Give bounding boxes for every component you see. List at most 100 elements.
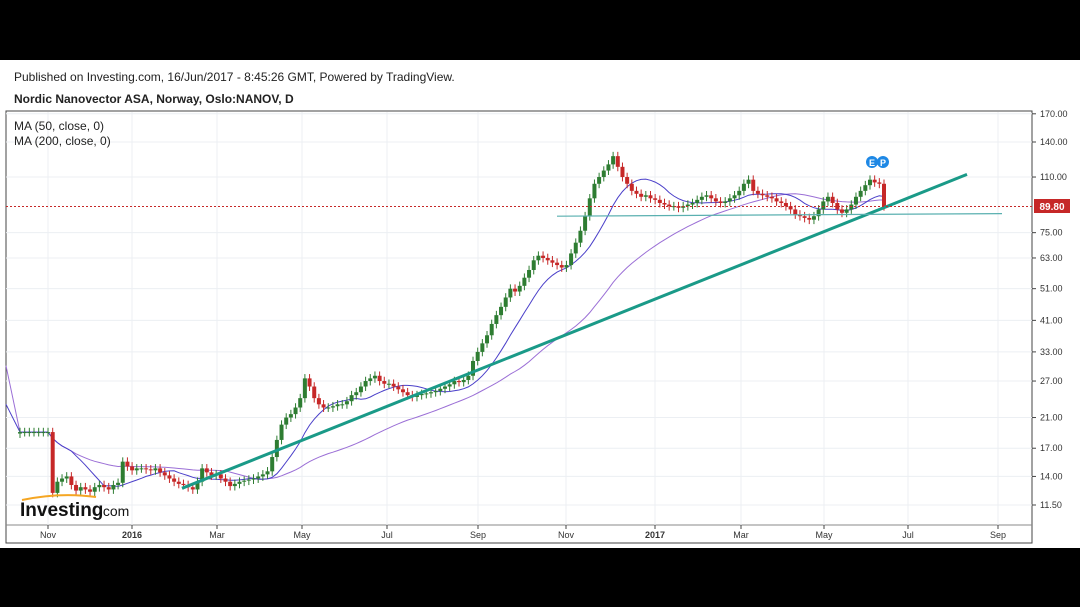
candle-body xyxy=(97,484,102,488)
candle-body xyxy=(396,386,401,390)
candle-body xyxy=(480,343,485,352)
y-tick-label: 170.00 xyxy=(1040,109,1068,119)
candle-body xyxy=(433,391,438,393)
candle-body xyxy=(321,404,326,408)
candle-body xyxy=(200,468,205,482)
candle-body xyxy=(559,265,564,268)
x-axis-labels: Nov 2016 Mar May Jul Sep Nov 2017 Mar May Jul Sep xyxy=(40,525,1006,540)
candle-body xyxy=(667,204,672,207)
ma50-line xyxy=(5,178,885,487)
candle-body xyxy=(555,262,560,266)
candle-body xyxy=(704,195,709,197)
candle-body xyxy=(442,386,447,389)
candle-body xyxy=(713,198,718,202)
candle-body xyxy=(228,481,233,487)
candle-body xyxy=(190,487,195,490)
candle-body xyxy=(830,196,835,203)
candle-body xyxy=(298,398,303,408)
x-tick-label: Jul xyxy=(381,530,393,540)
candle-body xyxy=(867,179,872,186)
candle-body xyxy=(877,182,882,184)
event-markers[interactable]: E P xyxy=(866,156,889,168)
candle-body xyxy=(569,253,574,266)
y-tick-label: 17.00 xyxy=(1040,443,1063,453)
candle-body xyxy=(256,476,261,479)
candle-body xyxy=(120,461,125,483)
candle-body xyxy=(662,202,667,205)
x-tick-label: May xyxy=(293,530,311,540)
candle-body xyxy=(774,198,779,202)
candle-body xyxy=(457,381,462,383)
y-axis-labels: 170.00 140.00 110.00 75.00 63.00 51.00 41.00 33… xyxy=(1032,109,1068,510)
candle-body xyxy=(260,474,265,477)
candle-body xyxy=(349,395,354,402)
candle-body xyxy=(64,476,69,479)
candle-body xyxy=(709,195,714,199)
drawn-lines xyxy=(6,173,1032,490)
investing-logo: Investing .com xyxy=(20,494,129,521)
last-price-badge xyxy=(1034,199,1070,213)
candle-body xyxy=(92,487,97,492)
candle-body xyxy=(564,265,569,268)
candle-body xyxy=(825,196,830,202)
candle-body xyxy=(718,201,723,203)
candle-body xyxy=(382,381,387,384)
candle-body xyxy=(386,383,391,385)
candle-body xyxy=(162,472,167,476)
candle-body xyxy=(737,190,742,196)
candle-body xyxy=(46,432,51,434)
candle-body xyxy=(419,393,424,396)
candle-body xyxy=(685,204,690,207)
payout-marker-icon[interactable] xyxy=(877,156,889,168)
candle-body xyxy=(326,407,331,409)
candle-body xyxy=(513,288,518,292)
candle-body xyxy=(882,183,886,207)
candle-body xyxy=(368,378,373,382)
candle-body xyxy=(232,483,237,487)
candle-body xyxy=(148,469,153,471)
y-tick-label: 75.00 xyxy=(1040,228,1063,238)
candle-body xyxy=(639,193,644,197)
candle-body xyxy=(727,198,732,202)
y-tick-label: 27.00 xyxy=(1040,376,1063,386)
plot-border xyxy=(5,110,1033,544)
y-tick-label: 21.00 xyxy=(1040,413,1063,423)
candle-body xyxy=(489,323,494,336)
candle-body xyxy=(550,260,555,263)
y-tick-label: 33.00 xyxy=(1040,347,1063,357)
candle-body xyxy=(78,487,83,491)
price-chart[interactable]: 170.00 140.00 110.00 75.00 63.00 51.00 41.00 33… xyxy=(0,60,1080,548)
y-tick-label: 63.00 xyxy=(1040,253,1063,263)
earnings-marker-icon[interactable] xyxy=(866,156,878,168)
candle-body xyxy=(783,202,788,207)
candle-body xyxy=(872,179,877,183)
candle-body xyxy=(447,384,452,387)
candle-body xyxy=(293,407,298,415)
x-tick-label: May xyxy=(815,530,833,540)
candle-body xyxy=(424,393,429,395)
candle-body xyxy=(60,478,65,482)
candle-body xyxy=(779,201,784,203)
candle-body xyxy=(167,475,172,479)
candle-body xyxy=(648,195,653,199)
candle-body xyxy=(471,360,476,376)
candle-body xyxy=(793,209,798,215)
candle-body xyxy=(858,190,863,197)
candle-body xyxy=(839,209,844,213)
candle-body xyxy=(835,202,840,210)
candle-body xyxy=(363,381,368,387)
candle-body xyxy=(265,471,270,475)
candle-body xyxy=(863,185,868,191)
candle-body xyxy=(130,466,135,471)
candle-body xyxy=(18,432,22,434)
candle-body xyxy=(517,285,522,292)
candle-body xyxy=(111,484,116,490)
candle-body xyxy=(32,432,37,434)
candle-body xyxy=(153,468,158,471)
candle-body xyxy=(428,392,433,394)
candle-body xyxy=(657,199,662,203)
candle-body xyxy=(615,156,620,167)
candle-body xyxy=(251,478,256,480)
candle-body xyxy=(541,255,546,258)
candle-body xyxy=(587,198,592,217)
